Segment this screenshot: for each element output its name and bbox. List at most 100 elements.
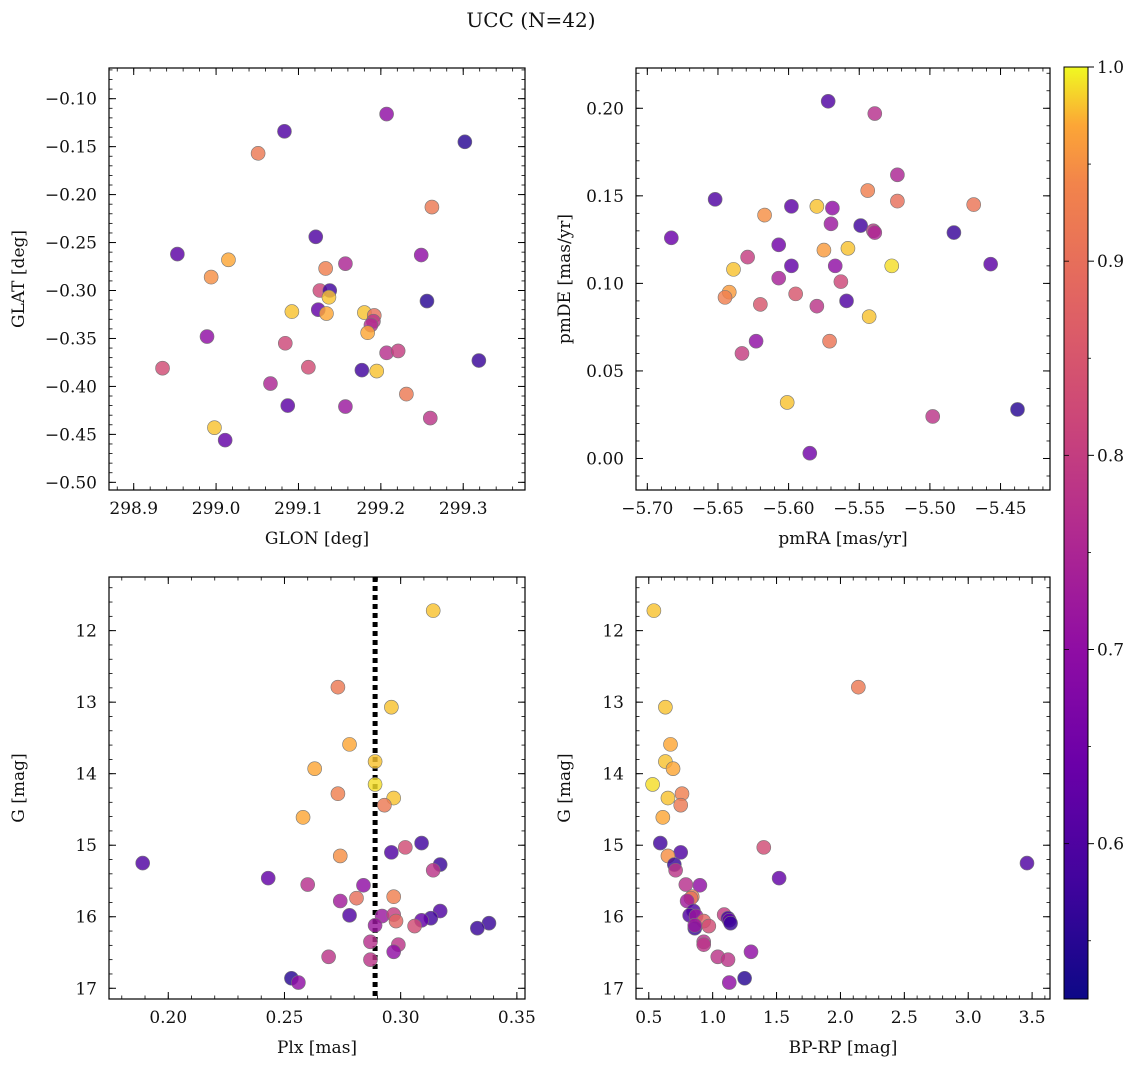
data-point bbox=[263, 376, 278, 391]
y-tick-label: 0.15 bbox=[586, 187, 624, 207]
data-point bbox=[734, 346, 750, 361]
y-tick-label: −0.15 bbox=[45, 138, 97, 158]
data-point bbox=[822, 333, 837, 349]
y-tick-label: −0.35 bbox=[45, 329, 97, 349]
panel-glon-glat: 298.9 299.0 299.1 299.2 299.3 −0.10 −0.15 −0.20… bbox=[9, 67, 526, 549]
data-point bbox=[820, 93, 836, 109]
data-point bbox=[743, 944, 759, 960]
x-tick-label: −5.70 bbox=[621, 499, 673, 519]
data-point bbox=[737, 970, 752, 986]
data-point bbox=[660, 790, 676, 806]
data-point bbox=[470, 920, 485, 936]
plot-frame bbox=[108, 576, 526, 1000]
y-tick-label: −0.20 bbox=[45, 186, 97, 206]
data-point bbox=[779, 395, 795, 410]
x-axis-label: Plx [mas] bbox=[277, 1038, 357, 1058]
y-tick-label: 14 bbox=[602, 765, 624, 785]
data-point bbox=[379, 106, 394, 122]
data-point bbox=[668, 862, 683, 878]
plot-frame bbox=[108, 67, 526, 491]
y-tick-label: 17 bbox=[602, 979, 624, 999]
data-point bbox=[425, 862, 441, 878]
y-tick-label: −0.10 bbox=[45, 90, 97, 110]
data-point bbox=[413, 247, 429, 263]
colorbar-gradient bbox=[1063, 66, 1089, 1000]
data-point bbox=[756, 840, 772, 855]
data-point bbox=[696, 937, 712, 952]
data-point bbox=[658, 699, 673, 715]
data-point bbox=[277, 335, 293, 351]
data-point bbox=[853, 218, 868, 233]
data-point bbox=[784, 199, 799, 214]
data-point bbox=[678, 877, 694, 892]
data-point bbox=[673, 845, 689, 860]
data-point bbox=[816, 242, 832, 258]
data-point bbox=[338, 256, 353, 271]
y-axis-label: G [mag] bbox=[555, 753, 575, 822]
data-point bbox=[330, 679, 346, 695]
plot-frame bbox=[635, 576, 1051, 1000]
data-point bbox=[424, 199, 440, 215]
x-tick-label: 299.0 bbox=[192, 499, 241, 519]
y-tick-label: 15 bbox=[75, 836, 97, 856]
y-tick-label: −0.30 bbox=[45, 282, 97, 302]
data-point bbox=[284, 304, 300, 319]
data-point bbox=[867, 106, 883, 121]
data-point bbox=[367, 777, 383, 792]
y-tick-label: 13 bbox=[75, 693, 97, 713]
data-point bbox=[399, 386, 414, 402]
data-point bbox=[349, 890, 364, 906]
data-point bbox=[318, 261, 333, 276]
y-tick-label: −0.45 bbox=[45, 425, 97, 445]
data-point bbox=[833, 274, 849, 289]
data-point bbox=[260, 870, 276, 886]
data-point bbox=[966, 197, 981, 212]
data-point bbox=[784, 258, 799, 274]
data-point bbox=[250, 146, 266, 161]
x-tick-label: −5.45 bbox=[974, 499, 1026, 519]
data-point bbox=[701, 918, 717, 934]
data-point bbox=[717, 290, 733, 305]
colorbar-tick-label: 1.0 bbox=[1097, 58, 1124, 78]
data-point bbox=[356, 877, 371, 893]
y-tick-label: 12 bbox=[75, 622, 97, 642]
data-point bbox=[771, 870, 787, 886]
y-axis-label: pmDE [mas/yr] bbox=[555, 214, 575, 344]
data-point bbox=[740, 249, 755, 265]
y-tick-label: 0.00 bbox=[586, 449, 624, 469]
data-point bbox=[277, 124, 292, 139]
x-tick-label: 3.0 bbox=[955, 1008, 982, 1028]
data-point bbox=[946, 225, 962, 240]
data-point bbox=[825, 200, 840, 216]
x-tick-label: 0.5 bbox=[635, 1008, 662, 1028]
data-point bbox=[720, 952, 736, 967]
x-tick-label: 1.5 bbox=[763, 1008, 790, 1028]
figure-title: UCC (N=42) bbox=[466, 8, 595, 32]
x-tick-label: 3.5 bbox=[1019, 1008, 1046, 1028]
y-tick-label: 0.05 bbox=[586, 362, 624, 382]
x-tick-label: 298.9 bbox=[109, 499, 158, 519]
y-tick-label: 16 bbox=[602, 908, 624, 928]
x-tick-label: 2.0 bbox=[827, 1008, 854, 1028]
x-tick-label: 2.5 bbox=[891, 1008, 918, 1028]
colorbar-ticks: 0.6 0.7 0.8 0.9 1.0 bbox=[1064, 58, 1124, 942]
data-point bbox=[890, 167, 905, 183]
x-tick-label: −5.55 bbox=[833, 499, 885, 519]
x-tick-label: −5.50 bbox=[904, 499, 956, 519]
data-point bbox=[771, 270, 787, 286]
x-axis-label: GLON [deg] bbox=[265, 529, 369, 549]
data-point bbox=[301, 359, 316, 375]
x-axis-label: BP-RP [mag] bbox=[789, 1038, 898, 1058]
data-point bbox=[788, 286, 803, 302]
x-tick-label: −5.65 bbox=[692, 499, 744, 519]
colorbar-tick-label: 0.6 bbox=[1097, 835, 1124, 855]
data-point bbox=[748, 333, 764, 349]
data-point bbox=[707, 192, 723, 207]
data-point bbox=[983, 256, 998, 272]
colorbar: 0.6 0.7 0.8 0.9 1.0 bbox=[1063, 58, 1124, 1000]
data-point bbox=[360, 325, 375, 341]
data-point bbox=[407, 918, 422, 934]
data-point bbox=[367, 754, 383, 769]
y-tick-label: 14 bbox=[75, 765, 97, 785]
